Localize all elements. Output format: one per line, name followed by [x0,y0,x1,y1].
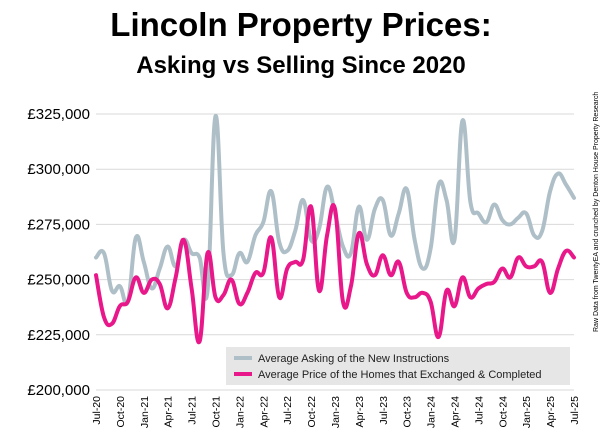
chart-subtitle: Asking vs Selling Since 2020 [136,52,466,79]
x-tick-label: Jan-23 [330,396,342,428]
x-tick-label: Jul-24 [473,396,485,425]
x-axis-labels: Jul-20 Oct-20 Jan-21 Apr-21 Jul-21 Oct-21 Jan-… [91,396,581,428]
x-tick-label: Jan-24 [426,396,438,428]
y-axis-labels: £200,000 £225,000 £250,000 £275,000 £300,000… [27,106,90,399]
x-tick-label: Apr-23 [354,396,366,428]
legend-label-asking: Average Asking of the New Instructions [258,353,450,365]
y-tick-label: £225,000 [27,327,90,344]
x-tick-label: Apr-24 [450,396,462,428]
x-tick-label: Apr-22 [258,396,270,428]
x-tick-label: Oct-21 [211,396,223,428]
x-tick-label: Oct-24 [497,396,509,428]
source-note: Raw Data from TwentyEA and crunched by D… [593,92,600,332]
x-tick-label: Jan-21 [139,396,151,428]
x-tick-label: Oct-20 [115,396,127,428]
y-tick-label: £300,000 [27,161,90,178]
legend-label-selling: Average Price of the Homes that Exchange… [258,369,542,381]
legend-background [226,347,570,385]
chart-title: Lincoln Property Prices: [110,6,492,43]
x-tick-label: Apr-25 [545,396,557,428]
series-lines [94,114,576,345]
y-tick-label: £275,000 [27,216,90,233]
y-tick-label: £200,000 [27,382,90,399]
y-tick-label: £250,000 [27,272,90,289]
legend: Average Asking of the New Instructions A… [226,347,570,385]
y-tick-label: £325,000 [27,106,90,123]
x-tick-label: Jul-23 [378,396,390,425]
x-tick-label: Jan-25 [521,396,533,428]
x-tick-label: Jul-20 [91,396,103,425]
x-tick-label: Jan-22 [234,396,246,428]
x-tick-label: Jul-22 [282,396,294,425]
series-line-selling [94,203,576,345]
x-tick-label: Apr-21 [163,396,175,428]
x-tick-label: Oct-22 [306,396,318,428]
x-tick-label: Oct-23 [402,396,414,428]
x-tick-label: Jul-21 [187,396,199,425]
x-tick-label: Jul-25 [569,396,581,425]
